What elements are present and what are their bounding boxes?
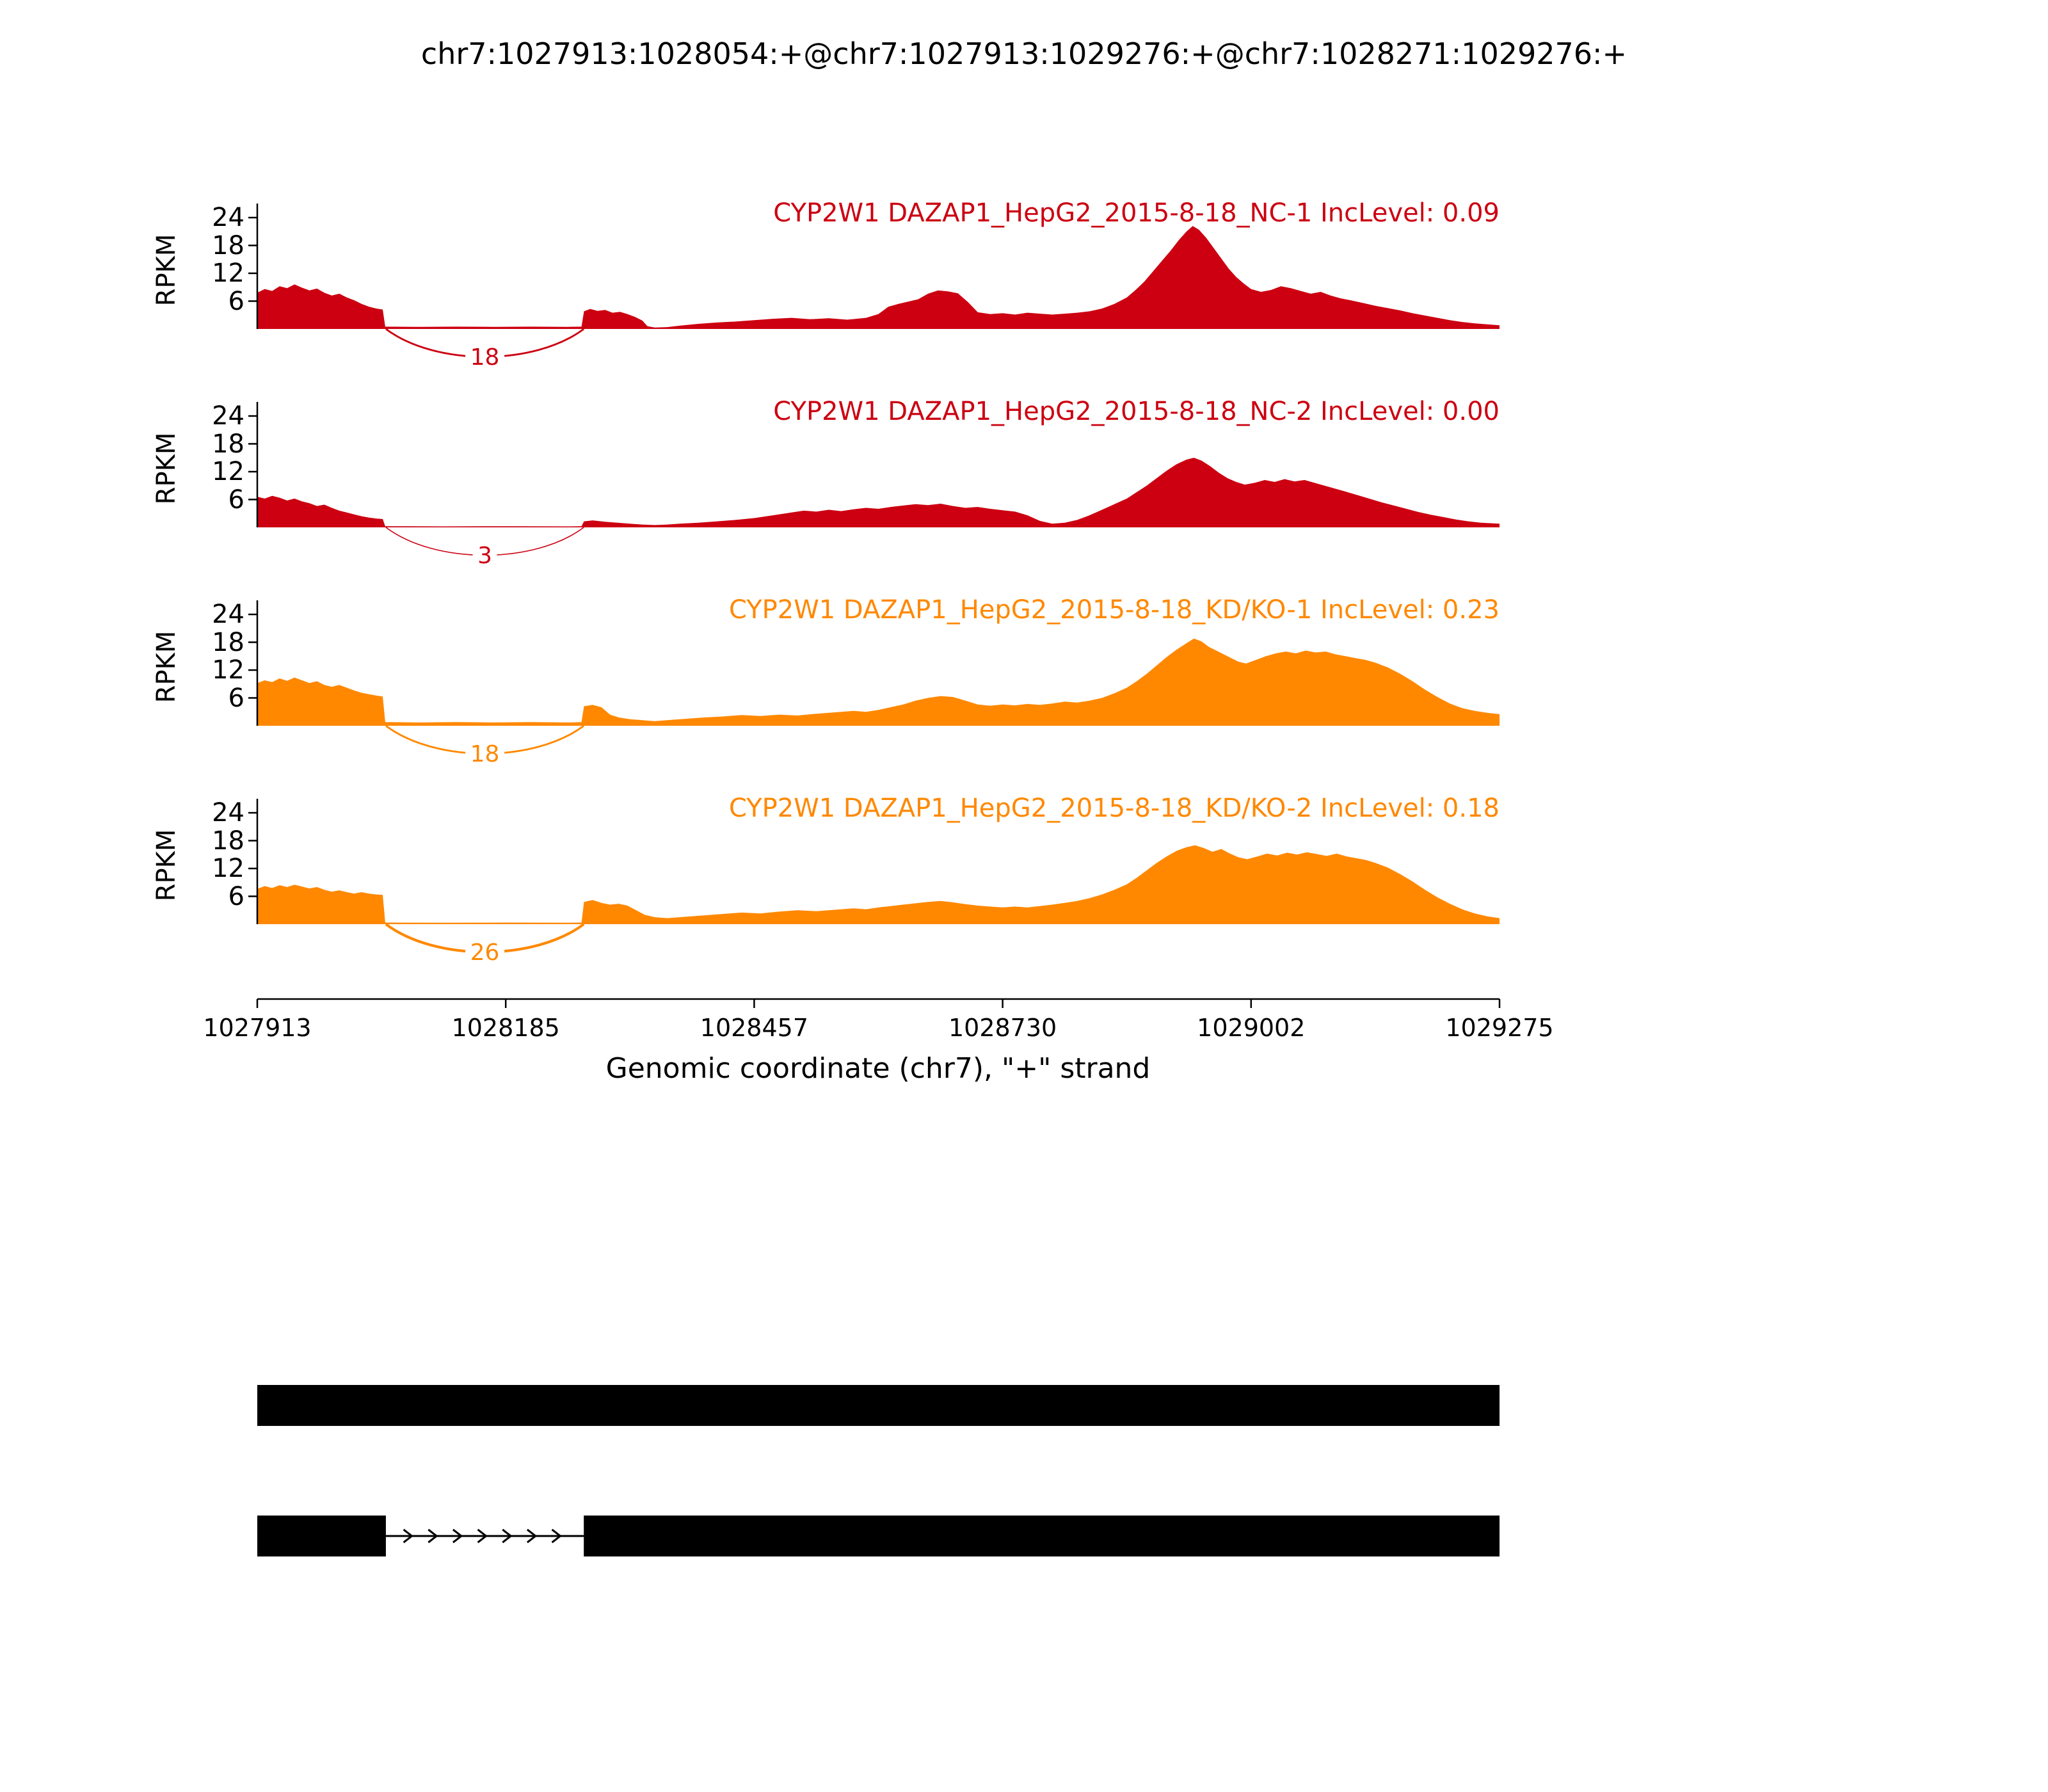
junction-count-track-4: 26 bbox=[465, 940, 505, 966]
y-tick-label: 24 bbox=[212, 798, 244, 828]
x-axis-label: Genomic coordinate (chr7), "+" strand bbox=[605, 1052, 1151, 1085]
y-tick-label: 6 bbox=[228, 484, 244, 515]
y-tick-label: 18 bbox=[212, 230, 244, 260]
y-tick-label: 12 bbox=[212, 259, 244, 288]
track-title-kdko-1: CYP2W1 DAZAP1_HepG2_2015-8-18_KD/KO-1 In… bbox=[728, 595, 1500, 625]
intron-arrow-icon bbox=[403, 1528, 414, 1544]
junction-count-track-2: 3 bbox=[472, 543, 498, 570]
x-tick-label: 1028457 bbox=[700, 1014, 809, 1042]
y-tick-label: 12 bbox=[212, 854, 244, 883]
y-axis-label-track-1: RPKM bbox=[152, 234, 181, 307]
x-tick-label: 1029275 bbox=[1445, 1014, 1554, 1042]
coverage-area-track-1 bbox=[257, 226, 1500, 329]
track-title-nc-1: CYP2W1 DAZAP1_HepG2_2015-8-18_NC-1 IncLe… bbox=[773, 198, 1500, 228]
y-tick-label: 12 bbox=[212, 655, 244, 685]
plot-title: chr7:1027913:1028054:+@chr7:1027913:1029… bbox=[420, 36, 1628, 71]
x-tick-label: 1029002 bbox=[1197, 1014, 1306, 1042]
y-tick-label: 6 bbox=[228, 881, 244, 911]
y-tick-label: 18 bbox=[212, 826, 244, 856]
track-title-nc-2: CYP2W1 DAZAP1_HepG2_2015-8-18_NC-2 IncLe… bbox=[773, 397, 1500, 426]
y-tick-label: 12 bbox=[212, 457, 244, 486]
coverage-area-track-4 bbox=[257, 845, 1500, 924]
intron-arrow-icon bbox=[452, 1528, 463, 1544]
intron-arrow-icon bbox=[526, 1528, 538, 1544]
y-tick-label: 6 bbox=[228, 683, 244, 713]
x-tick-label: 1028185 bbox=[451, 1014, 560, 1042]
y-tick-label: 18 bbox=[212, 429, 244, 459]
intron-arrow-icon bbox=[477, 1528, 488, 1544]
y-tick-label: 24 bbox=[212, 600, 244, 629]
y-tick-label: 18 bbox=[212, 627, 244, 657]
junction-count-track-3: 18 bbox=[465, 741, 505, 768]
y-tick-label: 24 bbox=[212, 203, 244, 232]
coverage-area-track-3 bbox=[257, 638, 1500, 726]
x-tick-label: 1027913 bbox=[203, 1014, 312, 1042]
junction-count-track-1: 18 bbox=[465, 344, 505, 371]
exon-block bbox=[257, 1516, 386, 1556]
intron-arrow-icon bbox=[551, 1528, 562, 1544]
y-tick-label: 6 bbox=[228, 286, 244, 316]
x-tick-label: 1028730 bbox=[948, 1014, 1057, 1042]
y-tick-label: 24 bbox=[212, 401, 244, 431]
y-axis-label-track-3: RPKM bbox=[152, 630, 181, 703]
intron-arrow-icon bbox=[428, 1528, 438, 1544]
y-axis-label-track-2: RPKM bbox=[152, 432, 181, 505]
exon-block bbox=[257, 1385, 1500, 1426]
coverage-area-track-2 bbox=[257, 458, 1500, 527]
track-title-kdko-2: CYP2W1 DAZAP1_HepG2_2015-8-18_KD/KO-2 In… bbox=[728, 794, 1500, 823]
exon-block bbox=[584, 1516, 1500, 1556]
intron-arrow-icon bbox=[502, 1528, 513, 1544]
y-axis-label-track-4: RPKM bbox=[152, 829, 181, 902]
